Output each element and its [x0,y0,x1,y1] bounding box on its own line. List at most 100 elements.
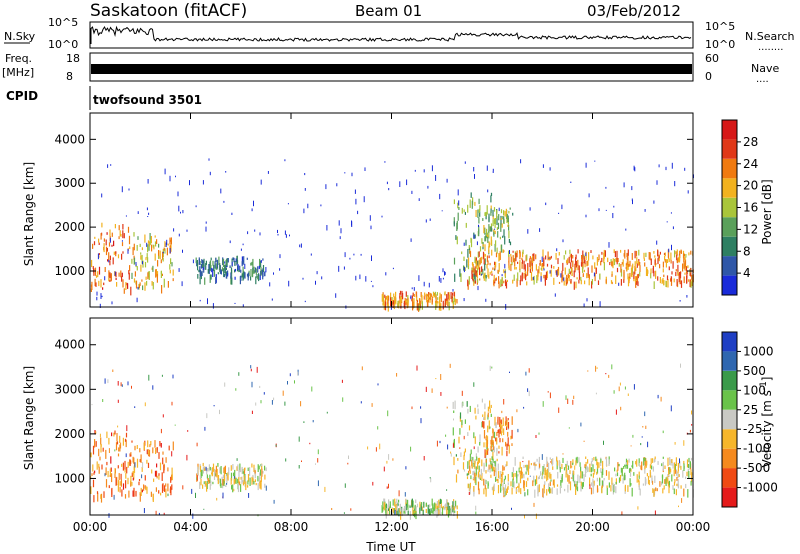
data-speck [212,303,214,309]
data-speck [504,270,506,274]
data-streak [676,254,678,261]
data-streak [467,472,469,475]
data-streak [387,298,389,304]
data-streak [582,250,584,260]
data-speck [284,159,286,162]
data-speck [127,249,129,254]
data-streak [629,272,631,279]
data-streak [568,268,570,274]
data-streak [147,272,149,280]
data-speck [239,481,241,486]
data-speck [320,204,322,207]
data-speck [613,205,615,208]
data-streak [441,507,444,516]
noise-left-tick-high: 10^5 [48,16,78,29]
data-streak [548,483,550,490]
data-streak [590,487,593,495]
data-streak [146,280,148,286]
data-streak [136,445,138,449]
data-speck [277,233,279,236]
data-streak [135,280,138,289]
data-streak [217,463,219,467]
data-streak [562,274,564,281]
data-speck [528,390,530,397]
data-streak [674,469,677,474]
data-streak [507,224,509,227]
data-streak [474,234,476,239]
data-speck [216,497,218,501]
data-streak [115,277,117,280]
data-streak [238,470,240,480]
data-streak [601,486,603,494]
data-streak [550,488,552,494]
data-streak [237,478,239,483]
data-streak [384,297,386,305]
data-streak [585,456,587,459]
data-streak [205,481,207,486]
data-streak [237,464,239,471]
data-streak [662,488,664,494]
data-speck [226,265,228,268]
data-speck [440,374,442,380]
data-streak [393,508,396,516]
data-streak [652,265,654,273]
data-streak [149,239,151,245]
data-streak [209,466,211,471]
data-streak [504,488,506,497]
data-streak [629,472,632,477]
data-streak [109,255,111,261]
data-speck [598,208,600,212]
data-streak [626,252,628,258]
nave-dots: .... [756,74,769,85]
data-speck [580,422,582,427]
data-streak [118,473,120,481]
data-streak [134,445,136,451]
data-streak [257,483,259,491]
data-streak [165,483,167,487]
data-streak [110,456,112,464]
data-streak [483,478,485,486]
data-streak [446,499,448,507]
data-streak [589,463,591,473]
data-streak [488,241,490,248]
data-streak [465,222,467,228]
data-streak [557,471,559,479]
data-speck [548,257,550,259]
data-streak [206,483,208,492]
data-streak [670,276,672,282]
data-speck [205,466,207,471]
data-streak [679,250,681,258]
data-speck [121,186,123,193]
data-streak [484,449,486,458]
data-speck [653,200,655,204]
data-streak [451,505,453,510]
data-streak [199,266,201,273]
data-speck [411,190,413,194]
data-speck [202,180,204,185]
data-streak [560,475,562,480]
data-streak [103,238,105,242]
data-speck [612,213,614,219]
data-speck [259,385,261,388]
colorbar-tick-label: -25 [743,422,763,436]
data-streak [477,404,479,408]
data-streak [478,229,480,237]
data-streak [140,255,142,260]
data-streak [492,458,494,463]
data-streak [482,218,484,221]
data-streak [685,483,687,489]
y-tick-label: 3000 [54,176,85,190]
data-streak [155,244,157,247]
data-streak [468,459,470,467]
data-streak [160,259,162,264]
data-streak [117,453,120,457]
data-speck [431,165,433,172]
data-streak [507,485,509,490]
data-speck [674,181,676,187]
data-speck [509,250,510,254]
data-streak [136,266,138,271]
data-streak [686,471,688,477]
data-streak [517,485,519,488]
data-streak [594,262,596,269]
data-speck [657,394,659,399]
